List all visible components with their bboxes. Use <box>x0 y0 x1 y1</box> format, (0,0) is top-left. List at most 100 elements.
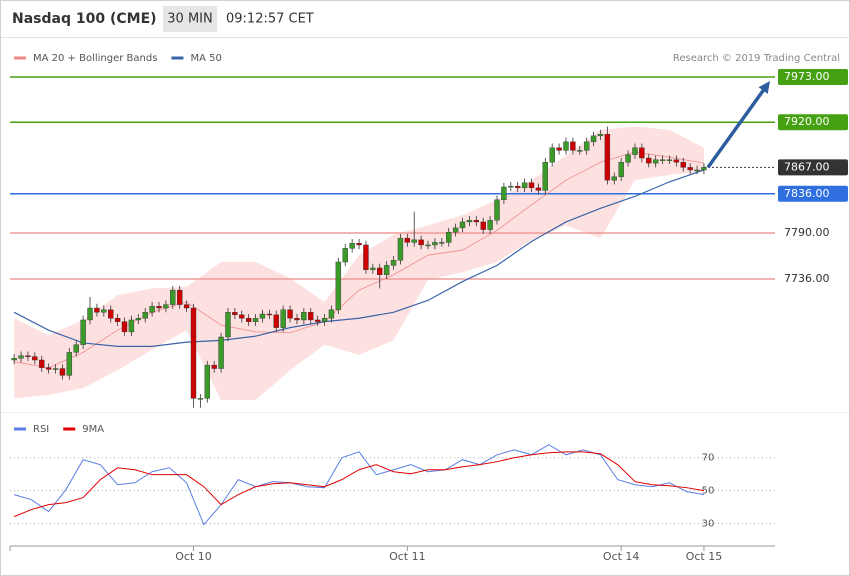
candle-body <box>245 318 252 322</box>
candle-body <box>397 237 404 261</box>
candle-body <box>673 159 680 163</box>
candle-body <box>349 243 355 249</box>
legend-label: 9MA <box>82 424 104 435</box>
candle-body <box>149 306 155 313</box>
candle-body <box>73 344 79 353</box>
candle-body <box>370 267 376 270</box>
price-level-box <box>778 114 848 131</box>
candle-body <box>52 368 59 370</box>
candle-body <box>108 309 114 319</box>
x-tick-label: Oct 11 <box>389 550 426 563</box>
candle-body <box>597 133 604 137</box>
candle-body <box>294 318 300 321</box>
candle-body <box>659 159 666 161</box>
legend-label: MA 50 <box>190 53 221 64</box>
legend-label: RSI <box>33 424 49 435</box>
interval: 30 MIN <box>167 12 212 27</box>
candle-body <box>87 307 93 321</box>
candle-body <box>121 321 128 333</box>
candle-body <box>94 307 100 313</box>
candle-body <box>66 352 73 376</box>
plot-layer: MA 20 + Bollinger Bands MA 50 7973.00 7920.… <box>1 53 849 563</box>
candle-body <box>321 318 328 322</box>
price-level-label: 7867.00 <box>784 160 830 173</box>
price-level-label: 7836.00 <box>784 187 830 200</box>
candle-body <box>239 314 245 319</box>
candle-body <box>314 319 321 322</box>
candle-body <box>694 169 700 172</box>
candle-body <box>142 312 148 319</box>
candle-body <box>190 307 197 399</box>
candle-body <box>114 318 121 322</box>
candle-body <box>266 313 273 316</box>
candle-body <box>156 306 162 309</box>
candle-body <box>473 220 480 223</box>
candle-body <box>646 157 652 164</box>
candle-body <box>418 239 424 246</box>
bollinger-band <box>14 126 704 401</box>
y-tick-label: 70 <box>702 453 715 464</box>
candle-body <box>363 244 369 270</box>
candle-body <box>280 309 286 328</box>
candle-body <box>590 135 597 143</box>
candle-body <box>39 359 45 368</box>
candle-body <box>259 313 266 319</box>
candle-body <box>377 267 383 275</box>
candle-body <box>459 221 466 229</box>
candle-body <box>432 242 438 246</box>
candle-body <box>508 185 514 188</box>
candle-body <box>604 133 611 181</box>
candle-body <box>170 289 176 305</box>
price-level-box <box>778 69 848 86</box>
candle-body <box>204 364 210 399</box>
forecast-arrow <box>706 86 767 169</box>
candle-body <box>480 221 486 230</box>
candle-body <box>197 398 204 400</box>
candle-body <box>577 150 583 152</box>
candle-body <box>494 199 500 221</box>
candle-body <box>176 289 183 305</box>
candle-body <box>425 244 431 247</box>
candle-body <box>342 248 348 263</box>
interval-box <box>163 6 217 32</box>
candle-body <box>563 141 569 151</box>
candle-body <box>135 318 142 321</box>
candle-body <box>225 312 231 338</box>
candle-body <box>163 304 169 309</box>
x-tick-label: Oct 15 <box>686 550 723 563</box>
candle-body <box>45 367 52 370</box>
candle-body <box>404 237 411 243</box>
candle-body <box>232 312 238 316</box>
time: 09:12:57 CET <box>226 12 314 27</box>
legend-label: MA 20 + Bollinger Bands <box>33 53 157 64</box>
candle-body <box>535 187 542 191</box>
candle-body <box>252 318 259 322</box>
candle-body <box>383 265 390 275</box>
candle-body <box>625 154 631 163</box>
candle-body <box>632 147 638 155</box>
candle-body <box>452 227 459 233</box>
candle-body <box>25 355 31 357</box>
candle-body <box>390 260 397 266</box>
candle-body <box>583 141 590 151</box>
candle-body <box>687 167 693 171</box>
candle-body <box>639 147 645 159</box>
candle-body <box>487 220 493 230</box>
candle-body <box>11 358 17 361</box>
price-level-label: 7973.00 <box>784 70 830 83</box>
indicator-line <box>13 451 705 518</box>
candle-body <box>652 159 659 164</box>
candle-body <box>611 176 617 181</box>
candle-body <box>218 336 224 369</box>
candle-body <box>618 162 624 177</box>
candle-body <box>308 312 314 321</box>
candle-body <box>439 242 445 244</box>
candle-body <box>515 185 521 189</box>
candle-body <box>570 141 576 151</box>
x-tick-label: Oct 10 <box>175 550 212 563</box>
candle-body <box>101 309 107 313</box>
price-level-box <box>778 185 848 202</box>
candle-body <box>301 312 307 321</box>
